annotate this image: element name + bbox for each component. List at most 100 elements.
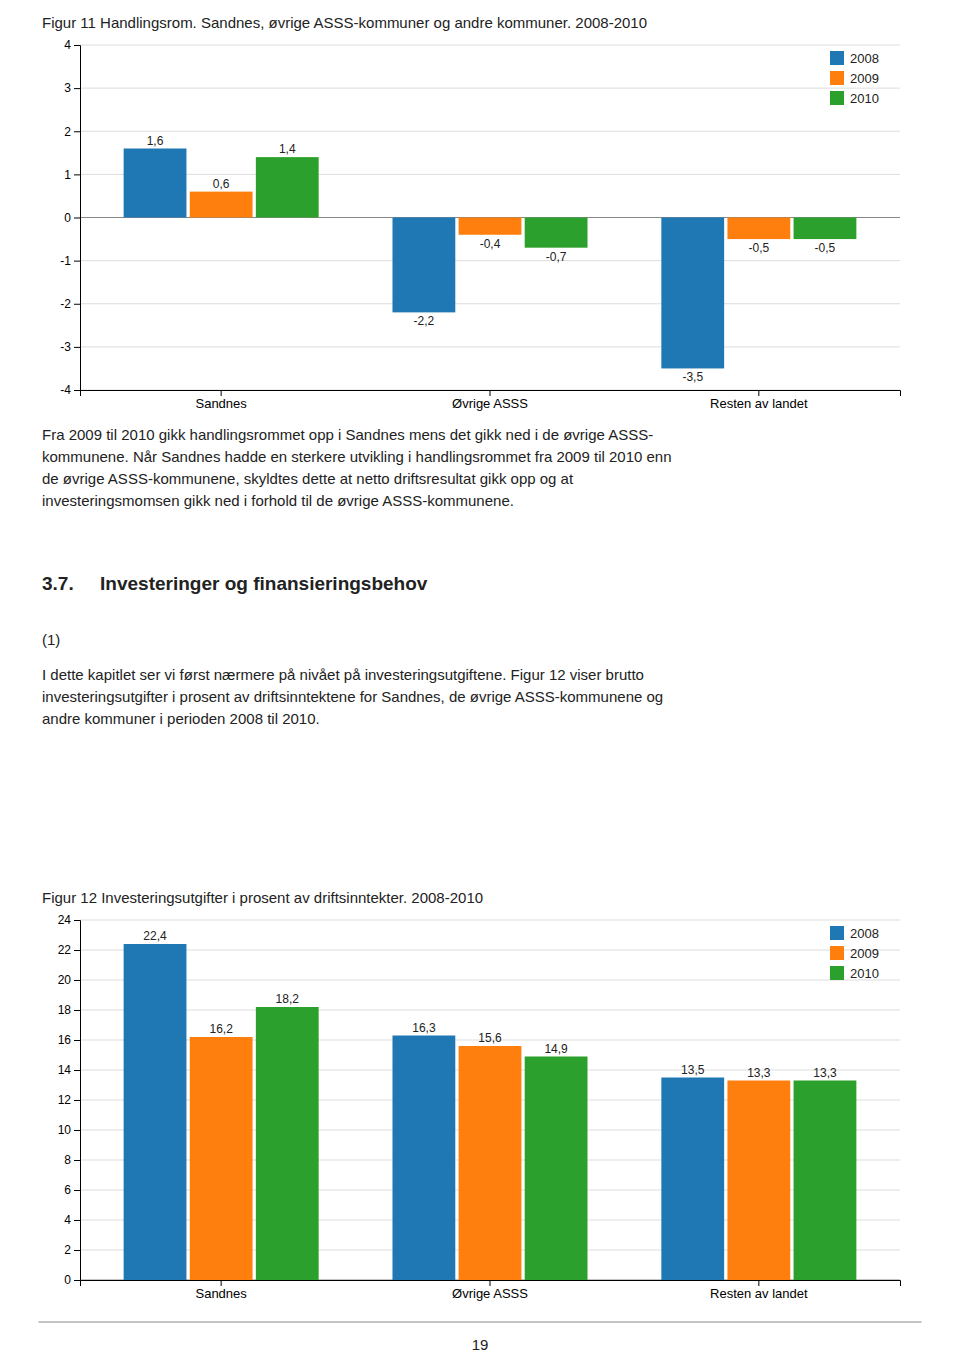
tick-label: Resten av landet [710,1286,808,1301]
grid-line [80,303,900,304]
tick-mark [74,304,80,305]
axis-line [81,1281,901,1287]
paragraph-line: de øvrige ASSS-kommunene, skyldtes dette… [42,470,574,487]
y-tick: 3 [64,81,80,95]
paragraph-line: andre kommuner i perioden 2008 til 2010. [42,710,320,727]
tick-label: Resten av landet [710,396,808,411]
legend-entry: 2009 [830,946,879,961]
data-label: 1,4 [279,142,296,156]
axis-line [74,921,81,1281]
legend-entry: 2010 [830,91,879,106]
x-tick: Resten av landet [710,390,808,411]
data-label: 13,3 [813,1066,837,1080]
tick-label: -2 [60,297,71,311]
tick-label: 2 [64,125,71,139]
axis-line [74,46,81,391]
data-label: -3,5 [682,370,703,384]
tick-mark [74,1070,80,1071]
y-tick: 18 [58,1003,80,1017]
x-axis: Sandnes Øvrige ASSS Resten av landet [81,1280,901,1301]
bar [256,157,319,217]
legend-label: 2009 [850,71,879,86]
data-label: 22,4 [143,929,167,943]
y-tick: 10 [58,1123,80,1137]
y-tick: -2 [60,297,80,311]
paragraph-line: investeringsutgifter i prosent av drifts… [42,688,663,705]
y-axis: -4-3-2-101234 [60,38,80,397]
bar [459,218,522,235]
data-label: 16,2 [209,1022,233,1036]
tick-label: 0 [64,1273,71,1287]
tick-mark [74,1100,80,1101]
tick-mark [758,390,759,396]
paragraph-line: kommunene. Når Sandnes hadde en sterkere… [42,448,672,465]
bar [124,944,187,1280]
data-label: -0,5 [815,241,836,255]
y-tick: 8 [64,1153,80,1167]
y-tick: 4 [64,38,80,52]
grid-line [80,1010,900,1011]
bar [727,1081,790,1281]
chart: Figur 12 Investeringsutgifter i prosent … [42,889,901,1301]
tick-label: -3 [60,340,71,354]
tick-mark [74,950,80,951]
data-label: 16,3 [412,1021,436,1035]
legend: 2008 2009 2010 [830,51,879,106]
tick-label: Øvrige ASSS [452,1286,528,1301]
y-tick: 22 [58,943,80,957]
tick-label: -1 [60,254,71,268]
grid-line [80,950,900,951]
legend-entry: 2008 [830,51,879,66]
tick-label: 2 [64,1243,71,1257]
y-tick: 0 [64,211,80,225]
data-label: 13,3 [747,1066,771,1080]
tick-label: Øvrige ASSS [452,396,528,411]
tick-mark [490,390,491,396]
legend-swatch [830,71,844,85]
bar [794,1081,857,1281]
tick-mark [74,1040,80,1041]
data-label: 15,6 [478,1031,502,1045]
page: Figur 11 Handlingsrom. Sandnes, øvrige A… [0,0,960,1365]
data-label: -0,7 [546,250,567,264]
y-tick: 20 [58,973,80,987]
tick-mark [74,88,80,89]
grid [80,920,900,1280]
y-tick: 24 [58,913,80,927]
tick-mark [74,45,80,46]
bar [190,192,253,218]
data-label: -2,2 [414,314,435,328]
tick-label: Sandnes [195,1286,247,1301]
chart-title: Figur 12 Investeringsutgifter i prosent … [42,889,483,906]
y-tick: 2 [64,1243,80,1257]
tick-mark [74,261,80,262]
bars [124,944,857,1280]
tick-mark [74,1010,80,1011]
tick-label: 24 [58,913,72,927]
page-number: 19 [472,1336,489,1353]
bar [190,1037,253,1280]
section-heading: 3.7. Investeringer og finansieringsbehov [42,573,428,594]
paragraph-line: investeringsmomsen gikk ned i forhold ti… [42,492,514,509]
y-tick: 16 [58,1033,80,1047]
legend-swatch [830,966,844,980]
bars [124,149,857,369]
tick-label: 14 [58,1063,72,1077]
tick-label: 10 [58,1123,72,1137]
data-label: 1,6 [147,134,164,148]
tick-mark [490,1280,491,1286]
legend-label: 2010 [850,91,879,106]
tick-label: 22 [58,943,72,957]
x-tick: Øvrige ASSS [452,390,528,411]
grid-line [80,88,900,89]
legend-label: 2009 [850,946,879,961]
tick-label: 1 [64,168,71,182]
chart: Figur 11 Handlingsrom. Sandnes, øvrige A… [42,14,901,411]
bar [525,1057,588,1281]
legend-label: 2010 [850,966,879,981]
chart-title: Figur 11 Handlingsrom. Sandnes, øvrige A… [42,14,647,31]
tick-label: 4 [64,1213,71,1227]
y-axis: 024681012141618202224 [58,913,81,1287]
tick-mark [74,218,80,219]
legend-swatch [830,926,844,940]
